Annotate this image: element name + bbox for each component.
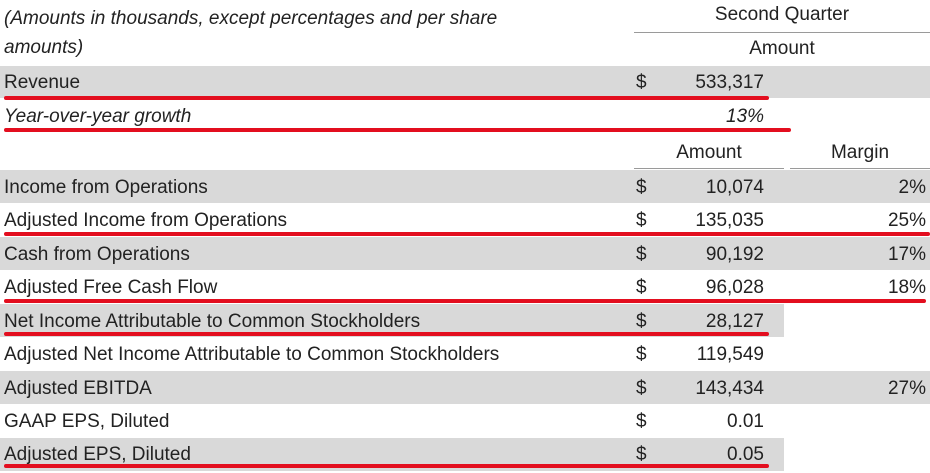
table-row-margin: 25% (887, 210, 926, 231)
sub-amount-divider (634, 168, 784, 169)
adj-eps-underline (4, 464, 769, 468)
growth-label: Year-over-year growth (4, 106, 192, 127)
table-row-label: Income from Operations (4, 177, 208, 198)
table-note-line1: (Amounts in thousands, except percentage… (4, 8, 498, 29)
table-row-label: Net Income Attributable to Common Stockh… (4, 311, 421, 332)
adj-income-ops-underline (4, 232, 930, 236)
table-row-label: Adjusted Free Cash Flow (4, 277, 218, 298)
margin-header: Margin (830, 142, 890, 163)
header-divider (634, 32, 930, 33)
table-row-label: Adjusted EBITDA (4, 378, 152, 399)
growth-value: 13% (725, 106, 764, 127)
margin-divider (790, 168, 930, 169)
table-row-currency: $ (636, 444, 647, 465)
table-row-amount: 96,028 (705, 277, 764, 298)
table-row-amount: 135,035 (695, 210, 764, 231)
revenue-currency: $ (636, 72, 647, 93)
row-shade-ebitda (0, 371, 930, 404)
amount-header: Amount (749, 38, 815, 59)
revenue-underline (4, 96, 769, 100)
table-row-label: Cash from Operations (4, 244, 190, 265)
table-row-currency: $ (636, 277, 647, 298)
table-row-margin: 17% (887, 244, 926, 265)
growth-underline (4, 128, 791, 132)
table-note-line2: amounts) (4, 37, 84, 58)
table-row-amount: 28,127 (705, 311, 764, 332)
row-shade-income-ops (0, 170, 930, 203)
table-row-amount: 90,192 (705, 244, 764, 265)
table-row-margin: 18% (887, 277, 926, 298)
table-row-label: Adjusted Net Income Attributable to Comm… (4, 344, 500, 365)
table-row-label: GAAP EPS, Diluted (4, 411, 170, 432)
period-header: Second Quarter (714, 4, 850, 25)
table-row-amount: 0.05 (727, 444, 764, 465)
table-row-currency: $ (636, 177, 647, 198)
adj-fcf-underline (4, 299, 926, 303)
table-row-margin: 27% (887, 378, 926, 399)
table-row-currency: $ (636, 378, 647, 399)
table-row-label: Adjusted Income from Operations (4, 210, 288, 231)
table-row-amount: 119,549 (696, 344, 764, 365)
table-row-label: Adjusted EPS, Diluted (4, 444, 191, 465)
table-row-amount: 0.01 (727, 411, 764, 432)
table-row-currency: $ (636, 411, 647, 432)
row-shade-cash-ops (0, 237, 930, 270)
revenue-label: Revenue (4, 72, 81, 93)
table-row-amount: 10,074 (705, 177, 764, 198)
table-row-currency: $ (636, 244, 647, 265)
table-row-margin: 2% (898, 177, 926, 198)
net-income-underline (4, 332, 769, 336)
table-row-currency: $ (636, 210, 647, 231)
table-row-currency: $ (636, 311, 647, 332)
table-row-currency: $ (636, 344, 647, 365)
row-shade-revenue (0, 66, 930, 98)
row-shade-net-income (0, 304, 784, 337)
table-row-amount: 143,434 (695, 378, 764, 399)
sub-amount-header: Amount (676, 142, 742, 163)
revenue-amount: 533,317 (695, 72, 764, 93)
